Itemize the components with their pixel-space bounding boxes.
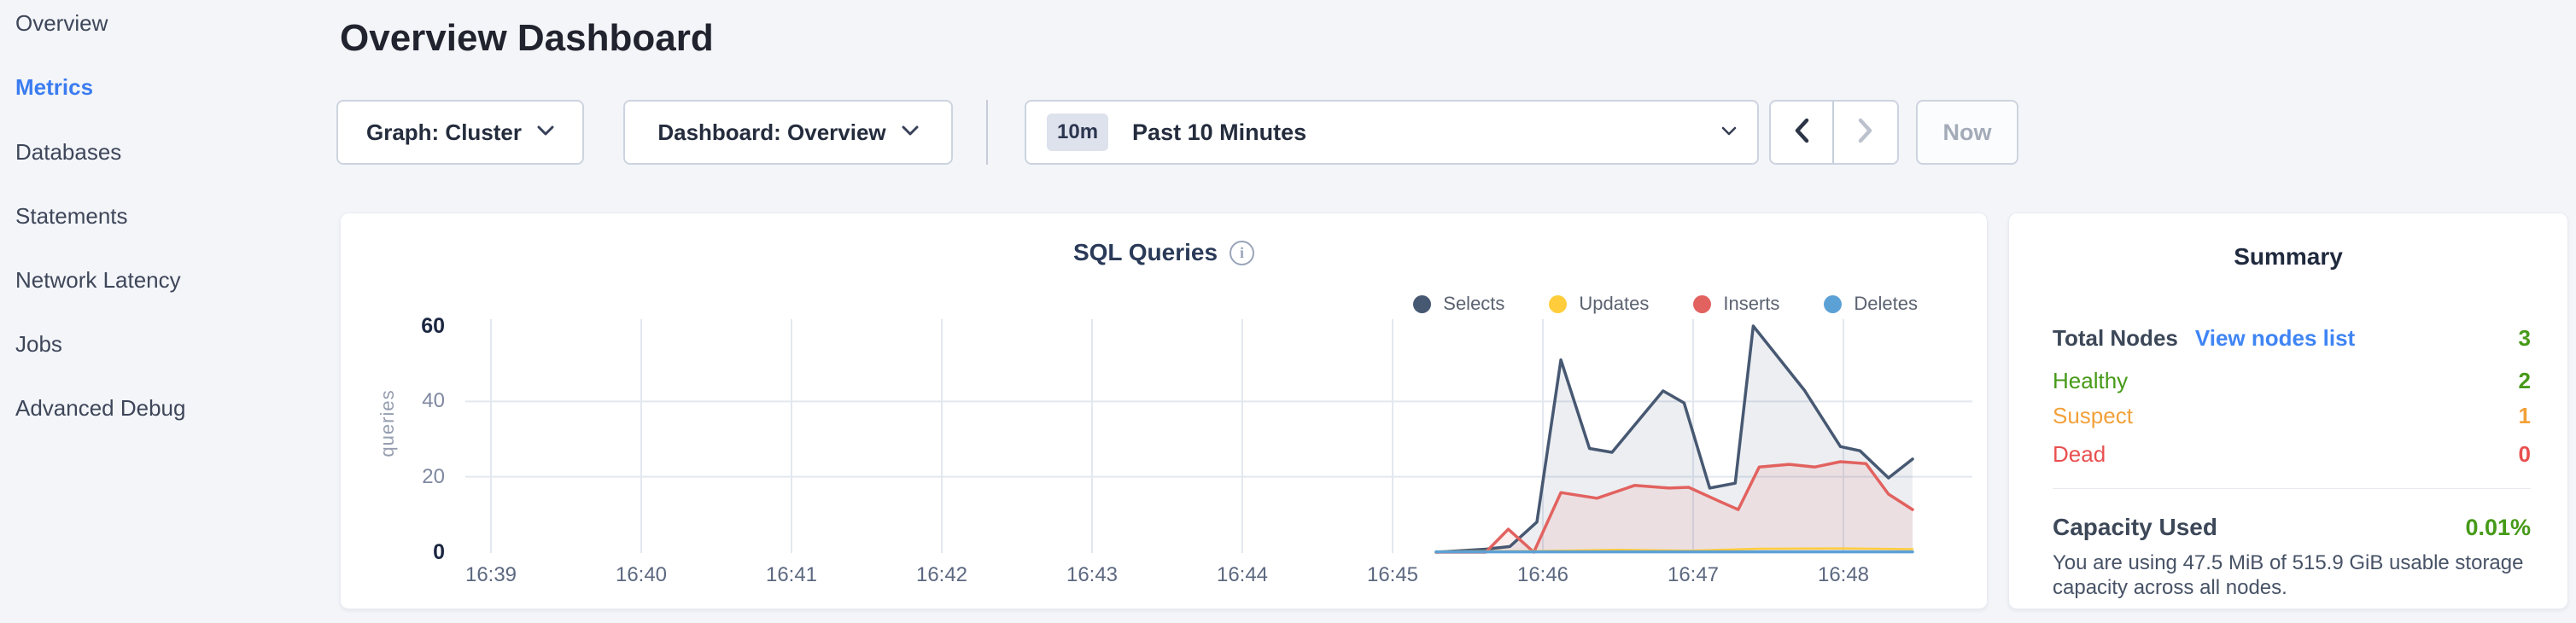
capacity-used-value: 0.01%	[2465, 514, 2531, 540]
legend-label: Inserts	[1723, 293, 1780, 314]
toolbar-divider	[986, 100, 988, 165]
capacity-used-row: Capacity Used 0.01%	[2053, 514, 2531, 541]
x-tick-16-44: 16:44	[1216, 563, 1269, 586]
x-tick-16-47: 16:47	[1667, 563, 1720, 586]
capacity-description: You are using 47.5 MiB of 515.9 GiB usab…	[2053, 551, 2524, 599]
legend-label: Deletes	[1854, 293, 1918, 314]
series-area-selects	[1436, 326, 1913, 553]
sql-queries-plot[interactable]	[340, 213, 1988, 609]
y-tick-60: 60	[421, 313, 445, 338]
view-nodes-list-link[interactable]: View nodes list	[2194, 325, 2356, 351]
legend-item-updates[interactable]: Updates	[1549, 293, 1649, 315]
x-tick-16-42: 16:42	[915, 563, 968, 586]
suspect-nodes-row: Suspect 1	[2053, 403, 2531, 429]
healthy-nodes-row: Healthy 2	[2053, 368, 2531, 394]
chart-legend: Selects Updates Inserts Deletes	[340, 293, 1918, 315]
dead-nodes-row: Dead 0	[2053, 441, 2531, 468]
chevron-down-icon	[1721, 125, 1737, 140]
healthy-label: Healthy	[2053, 368, 2129, 393]
sidebar-item-metrics[interactable]: Metrics	[15, 73, 94, 100]
info-icon[interactable]: i	[1230, 240, 1255, 265]
sidebar-item-advanced-debug[interactable]: Advanced Debug	[15, 394, 186, 421]
series-line-selects	[1434, 324, 1914, 554]
dashboard-dropdown-label: Dashboard: Overview	[657, 119, 886, 145]
summary-title: Summary	[2234, 243, 2343, 270]
chevron-down-icon	[902, 125, 919, 140]
total-nodes-value: 3	[2518, 325, 2531, 351]
x-tick-16-43: 16:43	[1066, 563, 1119, 586]
sidebar-item-network-latency[interactable]: Network Latency	[15, 266, 181, 293]
dead-label: Dead	[2053, 441, 2106, 467]
x-tick-16-46: 16:46	[1516, 563, 1569, 586]
y-tick-40: 40	[422, 389, 445, 413]
dashboard-dropdown[interactable]: Dashboard: Overview	[623, 100, 953, 165]
legend-item-selects[interactable]: Selects	[1413, 293, 1504, 315]
summary-card	[2008, 213, 2568, 609]
suspect-value: 1	[2518, 403, 2531, 428]
next-time-button[interactable]	[1834, 102, 1897, 163]
capacity-used-label: Capacity Used	[2053, 514, 2217, 540]
legend-item-deletes[interactable]: Deletes	[1824, 293, 1918, 315]
sidebar-item-overview[interactable]: Overview	[15, 9, 108, 36]
y-tick-0: 0	[433, 540, 445, 564]
chart-title: SQL Queries	[1072, 239, 1218, 265]
legend-dot-updates	[1549, 294, 1568, 313]
sidebar-item-databases[interactable]: Databases	[15, 138, 122, 165]
time-range-dropdown[interactable]: 10m Past 10 Minutes	[1025, 100, 1759, 165]
x-tick-16-39: 16:39	[464, 563, 517, 586]
legend-label: Updates	[1579, 293, 1650, 314]
graph-scope-dropdown-label: Graph: Cluster	[365, 119, 523, 145]
prev-time-button[interactable]	[1771, 102, 1834, 163]
x-tick-16-40: 16:40	[615, 563, 668, 586]
x-tick-16-45: 16:45	[1366, 563, 1419, 586]
healthy-value: 2	[2518, 368, 2531, 393]
chevron-left-icon	[1794, 118, 1809, 148]
page-title: Overview Dashboard	[340, 17, 714, 59]
sql-queries-chart-card	[340, 213, 1988, 609]
dead-value: 0	[2518, 441, 2531, 467]
time-step-buttons	[1769, 100, 1899, 165]
suspect-label: Suspect	[2053, 403, 2133, 428]
legend-dot-selects	[1413, 294, 1432, 313]
legend-dot-inserts	[1693, 294, 1712, 313]
total-nodes-row: Total Nodes View nodes list 3	[2053, 325, 2531, 352]
legend-dot-deletes	[1824, 294, 1843, 313]
series-area-inserts	[1436, 462, 1913, 553]
sidebar-item-statements[interactable]: Statements	[15, 202, 128, 229]
y-tick-20: 20	[422, 464, 445, 488]
time-range-label: Past 10 Minutes	[1132, 119, 1307, 145]
summary-divider	[2053, 488, 2531, 489]
chevron-right-icon	[1858, 118, 1873, 148]
x-tick-16-48: 16:48	[1817, 563, 1870, 586]
graph-scope-dropdown[interactable]: Graph: Cluster	[336, 100, 584, 165]
time-range-badge: 10m	[1047, 114, 1109, 151]
now-button[interactable]: Now	[1916, 100, 2018, 165]
total-nodes-label: Total Nodes	[2053, 325, 2178, 351]
series-line-inserts	[1434, 460, 1914, 554]
chevron-down-icon	[537, 125, 554, 140]
legend-item-inserts[interactable]: Inserts	[1693, 293, 1779, 315]
sidebar-item-jobs[interactable]: Jobs	[15, 330, 62, 357]
legend-label: Selects	[1443, 293, 1505, 314]
x-tick-16-41: 16:41	[765, 563, 818, 586]
